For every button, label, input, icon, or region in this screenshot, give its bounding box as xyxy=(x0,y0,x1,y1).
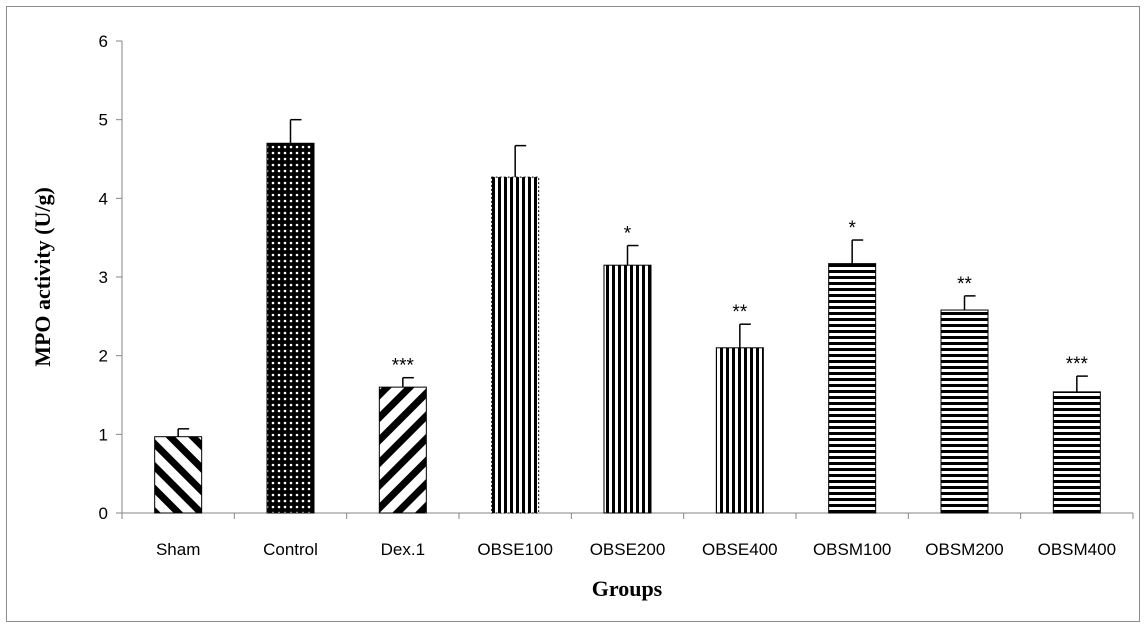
x-tick-labels: Sham Control Dex.1 OBSE100 OBSE200 OBSE400 OBS… xyxy=(156,540,1116,559)
significance-label: ** xyxy=(732,302,747,323)
y-tick-label: 6 xyxy=(99,32,108,51)
significance-label: ** xyxy=(957,274,972,295)
x-tick-label: Sham xyxy=(156,540,200,559)
x-tick-label: Control xyxy=(263,540,318,559)
bars xyxy=(154,142,1101,514)
x-axis xyxy=(121,512,1134,519)
significance-label: * xyxy=(624,224,632,245)
bar-sham xyxy=(154,436,203,514)
bar-control xyxy=(266,142,315,514)
y-tick-label: 5 xyxy=(99,111,108,130)
bar-obse100 xyxy=(491,176,540,514)
x-tick-label: OBSM100 xyxy=(813,540,891,559)
bar-obsm100 xyxy=(828,263,877,514)
y-tick-label: 2 xyxy=(99,347,108,366)
bar-obsm400 xyxy=(1052,391,1101,514)
x-tick-label: OBSE400 xyxy=(702,540,778,559)
bar-dex-1 xyxy=(378,386,427,514)
x-tick-label: OBSM200 xyxy=(925,540,1003,559)
significance-label: *** xyxy=(392,356,415,377)
error-bars xyxy=(177,118,1088,437)
y-tick-label: 0 xyxy=(99,504,108,523)
y-tick-label: 4 xyxy=(99,189,108,208)
significance-label: * xyxy=(848,218,856,239)
y-axis: 0 1 2 3 4 5 6 xyxy=(99,32,123,523)
x-tick-label: Dex.1 xyxy=(381,540,425,559)
x-axis-title: Groups xyxy=(592,576,663,601)
bar-obsm200 xyxy=(940,309,989,514)
significance-annotations: ************ xyxy=(392,218,1089,377)
bar-obse200 xyxy=(603,264,652,514)
bar-obse400 xyxy=(715,347,764,514)
x-tick-label: OBSE100 xyxy=(477,540,553,559)
x-tick-label: OBSM400 xyxy=(1038,540,1116,559)
significance-label: *** xyxy=(1066,354,1089,375)
x-tick-label: OBSE200 xyxy=(590,540,666,559)
y-tick-label: 1 xyxy=(99,425,108,444)
y-axis-title: MPO activity (U/g) xyxy=(30,187,55,367)
y-tick-label: 3 xyxy=(99,268,108,287)
